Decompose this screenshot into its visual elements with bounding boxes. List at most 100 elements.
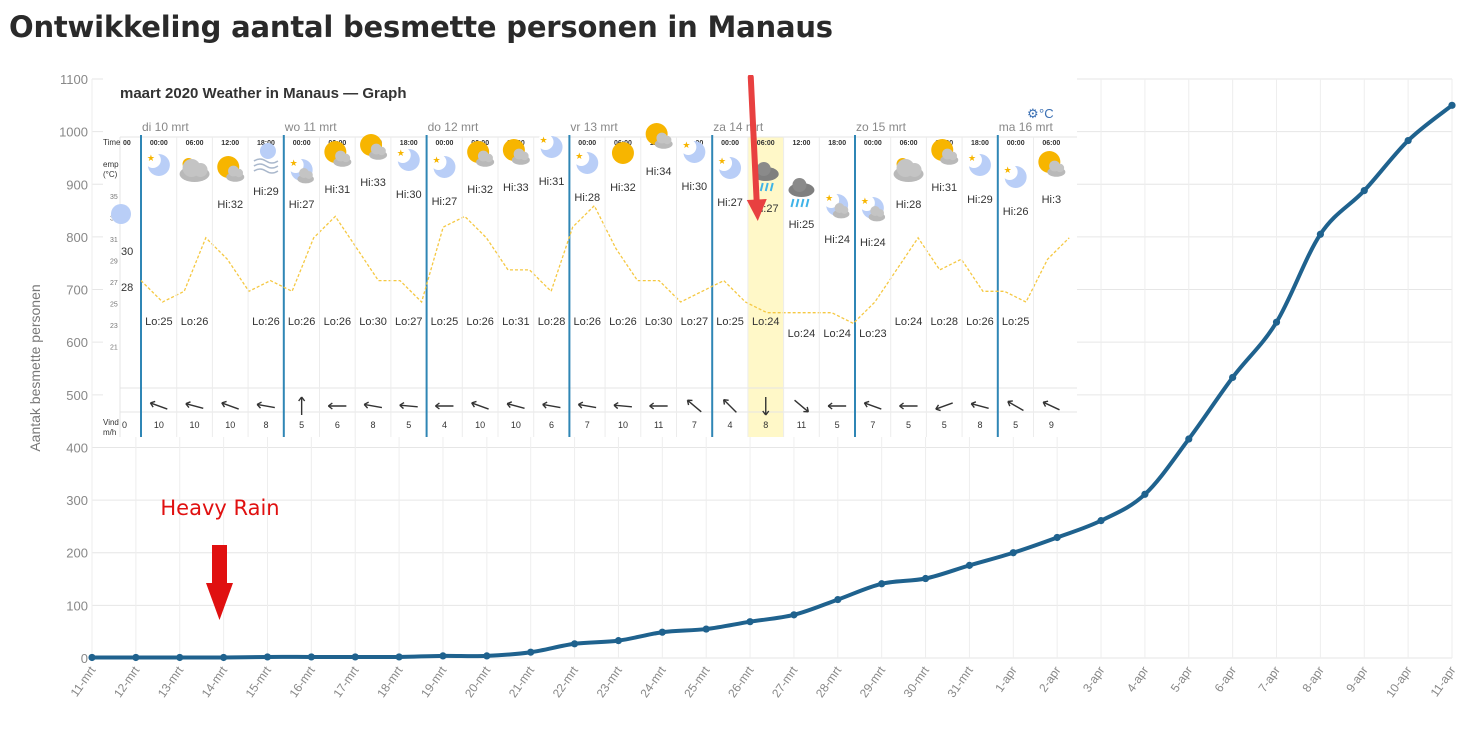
hi-label: Hi:27 [432, 196, 458, 208]
x-tick-label: 16-mrt [286, 663, 318, 700]
wind-direction-icon [399, 401, 418, 410]
time-label: 00:00 [435, 140, 453, 147]
wind-speed: 11 [654, 420, 663, 430]
y-tick-label: 300 [66, 493, 88, 508]
x-tick-label: 18-mrt [374, 663, 406, 700]
x-tick-label: 23-mrt [594, 663, 626, 700]
y-tick-label: 800 [66, 230, 88, 245]
hi-label: Hi:25 [789, 219, 815, 231]
time-label: 18:00 [971, 140, 989, 147]
cloud-icon [476, 150, 495, 167]
time-label: 18:00 [400, 140, 418, 147]
x-tick-label: 11-mrt [68, 663, 99, 699]
day-label: ma 16 mrt [999, 120, 1054, 134]
wind-speed: 0 [122, 420, 127, 430]
time-label: 12:00 [792, 140, 810, 147]
day-label: di 10 mrt [142, 120, 189, 134]
wind-direction-icon [762, 397, 770, 416]
data-point [1404, 136, 1412, 145]
forecast-slot: 18:00 ★ Hi:29 Lo:26 8 [961, 137, 994, 437]
lo-label: Lo:26 [324, 316, 352, 328]
wind-speed: 7 [870, 420, 875, 430]
hi-label: Hi:31 [931, 182, 957, 194]
lo-label: Lo:24 [895, 316, 923, 328]
wind-speed: 10 [190, 420, 200, 430]
cloud-icon [179, 159, 210, 182]
hi-label: Hi:27 [289, 199, 315, 211]
wind-direction-icon [794, 399, 810, 413]
cloud-icon [297, 168, 314, 184]
data-point [88, 653, 96, 662]
forecast-slot: 18:00 ★ Hi:24 Lo:24 5 [818, 137, 851, 437]
data-point [483, 652, 491, 660]
x-tick-label: 20-mrt [462, 663, 494, 700]
weather-columns: 00:00 ★ Lo:25 10 06:00 Lo:26 10 12:00 Hi:32 10 18:… [144, 75, 1066, 437]
svg-text:★: ★ [432, 156, 440, 166]
wind-speed: 7 [585, 420, 590, 430]
lo-label: Lo:26 [288, 316, 316, 328]
svg-text:★: ★ [147, 154, 155, 164]
data-point [834, 595, 842, 604]
row-label-wind: Vind [103, 418, 119, 427]
wind-direction-icon [471, 400, 489, 410]
cloud-icon [940, 148, 959, 165]
data-point [965, 561, 974, 569]
lo-label: Lo:24 [823, 328, 851, 340]
x-tick-label: 28-mrt [813, 663, 845, 700]
unit-toggle[interactable]: ⚙ °C [1027, 106, 1054, 122]
wind-direction-icon [542, 401, 561, 409]
data-point [614, 637, 623, 645]
wind-direction-icon [613, 401, 632, 410]
lo-label: Lo:24 [752, 316, 780, 328]
time-label: 06:00 [1042, 140, 1060, 147]
lo-label: Lo:26 [252, 316, 280, 328]
forecast-slot: 00:00 ★ Hi:28 Lo:26 7 [573, 140, 601, 430]
data-point [527, 648, 535, 656]
hi-label: Hi:33 [360, 177, 386, 189]
wind-direction-icon [185, 401, 204, 410]
forecast-slot: 06:00 Hi:3 9 [1033, 137, 1066, 437]
time-label: 00 [123, 140, 131, 147]
svg-text:★: ★ [575, 152, 583, 162]
hi-label: Hi:33 [503, 182, 529, 194]
data-point [220, 653, 228, 662]
data-point [878, 580, 886, 588]
y-tick-label: 100 [66, 598, 88, 613]
wind-speed: 5 [1013, 420, 1018, 430]
time-label: 00:00 [293, 140, 311, 147]
wind-speed: 6 [335, 420, 340, 430]
data-point [351, 653, 359, 661]
svg-text:★: ★ [290, 159, 298, 169]
hi-label: 30 [121, 246, 133, 258]
data-point [790, 611, 798, 619]
svg-text:★: ★ [682, 141, 690, 151]
wind-speed: 4 [442, 420, 447, 430]
hi-label: Hi:26 [1003, 206, 1029, 218]
hi-label: Hi:31 [325, 184, 351, 196]
day-label: zo 15 mrt [856, 120, 907, 134]
forecast-slot: 18:00 ★ Hi:30 Lo:27 5 [390, 137, 423, 437]
wind-direction-icon [327, 402, 347, 410]
forecast-slot: 06:00 Lo:26 10 [176, 137, 210, 437]
day-label: do 12 mrt [428, 120, 479, 134]
data-point [1272, 318, 1281, 326]
x-tick-label: 8-apr [1299, 664, 1327, 695]
lo-label: Lo:25 [716, 316, 744, 328]
cloud-icon [511, 148, 530, 165]
y-tick-label: 600 [66, 335, 88, 350]
x-tick-label: 26-mrt [725, 663, 757, 700]
x-tick-label: 19-mrt [418, 663, 450, 700]
lo-label: Lo:30 [359, 316, 387, 328]
hi-label: Hi:28 [896, 199, 922, 211]
temp-axis-label: 29 [110, 259, 118, 266]
unit-label: °C [1039, 106, 1054, 121]
forecast-slot: 00:00 ★ Hi:26 Lo:25 5 [1001, 140, 1029, 430]
data-point [307, 653, 315, 661]
wind-speed: 10 [154, 420, 164, 430]
